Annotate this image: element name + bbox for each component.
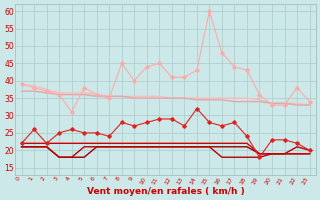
X-axis label: Vent moyen/en rafales ( km/h ): Vent moyen/en rafales ( km/h ) bbox=[87, 187, 244, 196]
